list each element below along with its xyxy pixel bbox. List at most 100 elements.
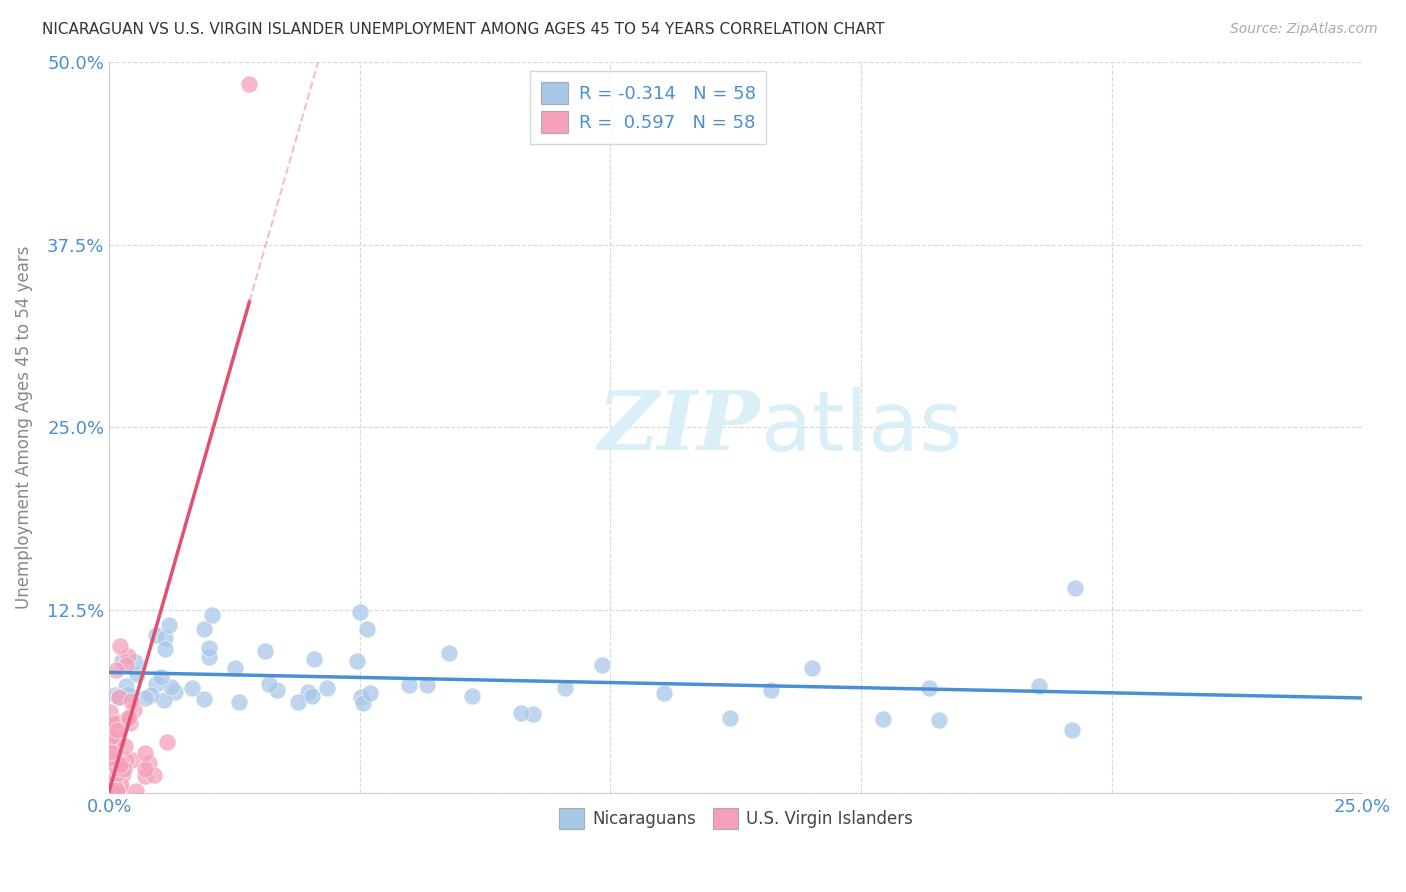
Point	[143, 768, 166, 782]
Point	[105, 736, 128, 750]
Point	[105, 782, 128, 797]
Point	[801, 661, 824, 675]
Legend: Nicaraguans, U.S. Virgin Islanders: Nicaraguans, U.S. Virgin Islanders	[553, 802, 920, 836]
Point	[356, 622, 378, 636]
Point	[350, 690, 373, 705]
Point	[201, 608, 224, 623]
Point	[111, 767, 134, 781]
Point	[98, 731, 121, 746]
Point	[110, 720, 132, 734]
Point	[254, 643, 277, 657]
Point	[139, 688, 162, 702]
Point	[98, 751, 121, 765]
Point	[153, 693, 176, 707]
Point	[145, 628, 167, 642]
Text: atlas: atlas	[761, 387, 963, 468]
Point	[114, 739, 136, 753]
Point	[266, 683, 288, 698]
Point	[117, 649, 139, 664]
Point	[105, 761, 128, 775]
Point	[104, 772, 127, 786]
Point	[1062, 723, 1084, 738]
Point	[759, 682, 782, 697]
Point	[127, 667, 149, 681]
Point	[100, 745, 122, 759]
Point	[107, 690, 129, 704]
Point	[918, 681, 941, 695]
Point	[101, 729, 124, 743]
Point	[110, 783, 132, 797]
Point	[108, 690, 131, 704]
Point	[111, 654, 134, 668]
Point	[118, 715, 141, 730]
Point	[928, 713, 950, 727]
Point	[155, 735, 177, 749]
Point	[304, 652, 326, 666]
Point	[134, 746, 156, 760]
Point	[398, 678, 420, 692]
Point	[153, 632, 176, 646]
Point	[155, 641, 177, 656]
Point	[121, 753, 143, 767]
Text: ZIP: ZIP	[598, 387, 761, 467]
Point	[125, 784, 148, 798]
Point	[198, 641, 221, 656]
Point	[112, 762, 135, 776]
Point	[105, 783, 128, 797]
Point	[117, 712, 139, 726]
Point	[115, 658, 138, 673]
Point	[111, 757, 134, 772]
Point	[349, 605, 371, 619]
Point	[108, 769, 131, 783]
Point	[718, 711, 741, 725]
Point	[157, 618, 180, 632]
Point	[117, 687, 139, 701]
Point	[159, 680, 181, 694]
Point	[101, 758, 124, 772]
Point	[316, 681, 339, 695]
Point	[145, 676, 167, 690]
Point	[652, 686, 675, 700]
Point	[107, 731, 129, 745]
Point	[522, 706, 544, 721]
Point	[193, 622, 215, 636]
Point	[352, 696, 374, 710]
Point	[103, 715, 125, 730]
Point	[107, 785, 129, 799]
Point	[346, 654, 368, 668]
Y-axis label: Unemployment Among Ages 45 to 54 years: Unemployment Among Ages 45 to 54 years	[15, 245, 32, 609]
Point	[301, 689, 323, 703]
Point	[98, 779, 121, 793]
Point	[872, 712, 894, 726]
Point	[180, 681, 202, 695]
Point	[138, 756, 160, 771]
Point	[100, 759, 122, 773]
Point	[98, 705, 121, 719]
Point	[149, 670, 172, 684]
Point	[101, 770, 124, 784]
Text: Source: ZipAtlas.com: Source: ZipAtlas.com	[1230, 22, 1378, 37]
Point	[105, 723, 128, 737]
Point	[257, 677, 280, 691]
Point	[198, 650, 221, 665]
Point	[228, 695, 250, 709]
Point	[120, 694, 142, 708]
Point	[437, 646, 460, 660]
Point	[110, 758, 132, 772]
Point	[461, 689, 484, 703]
Point	[107, 726, 129, 740]
Point	[554, 681, 576, 695]
Point	[108, 639, 131, 653]
Point	[114, 679, 136, 693]
Point	[107, 766, 129, 780]
Point	[98, 747, 121, 761]
Point	[105, 757, 128, 772]
Point	[107, 733, 129, 747]
Point	[104, 663, 127, 677]
Point	[134, 762, 156, 776]
Point	[107, 758, 129, 772]
Point	[114, 753, 136, 767]
Point	[416, 677, 439, 691]
Point	[287, 695, 309, 709]
Point	[104, 688, 127, 702]
